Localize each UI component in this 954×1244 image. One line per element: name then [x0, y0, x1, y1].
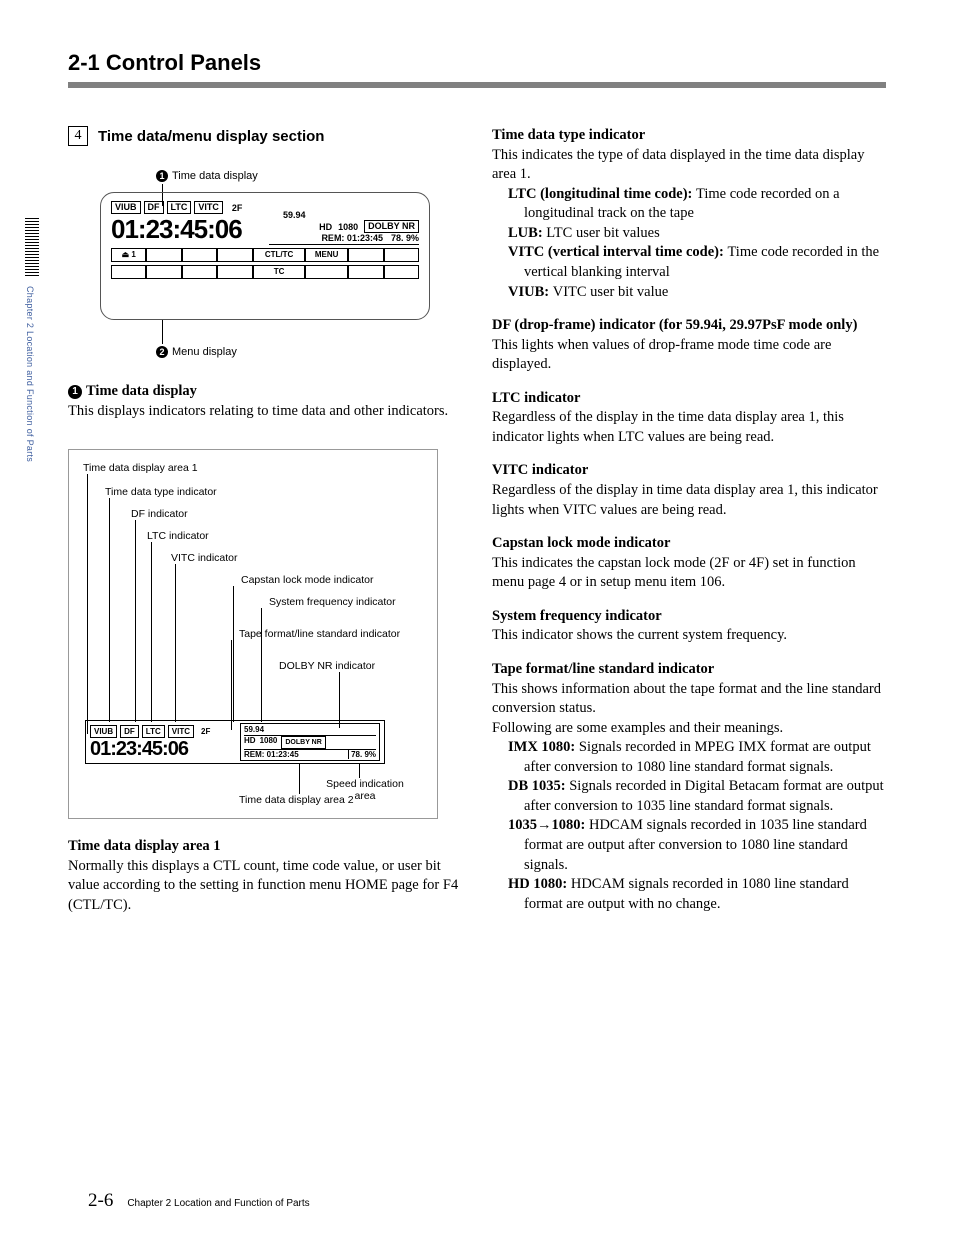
menu-row-2: TC: [111, 265, 419, 279]
vitc-heading: VITC indicator: [492, 461, 886, 481]
vitc-indicator: VITC: [194, 201, 223, 214]
dolby-indicator: DOLBY NR: [364, 220, 419, 233]
callout-leader-2: [162, 320, 163, 344]
tapefmt-heading: Tape format/line standard indicator: [492, 660, 886, 680]
item1-heading: 1Time data display: [68, 382, 462, 402]
df-body: This lights when values of drop-frame mo…: [492, 336, 886, 375]
def-hd: HD 1080: HDCAM signals recorded in 1080 …: [508, 875, 886, 914]
lines-label: 1080: [338, 222, 358, 232]
def-viub: VIUB: VITC user bit value: [508, 283, 886, 303]
df-indicator: DF: [144, 201, 164, 214]
small-lcd: VIUB DF LTC VITC 2F 01:23:45:06 59.94 HD…: [85, 720, 385, 764]
hd-label: HD: [319, 222, 332, 232]
def-db: DB 1035: Signals recorded in Digital Bet…: [508, 777, 886, 816]
section-heading: 4 Time data/menu display section: [68, 126, 462, 146]
diag-label-dolby: DOLBY NR indicator: [279, 660, 375, 672]
section-number-box: 4: [68, 126, 88, 146]
bullet-1-icon: 1: [156, 170, 168, 182]
def-vitc: VITC (vertical interval time code): Time…: [508, 243, 886, 282]
def-lub: LUB: LTC user bit values: [508, 224, 886, 244]
header-rule: [68, 82, 886, 88]
left-column: 4 Time data/menu display section 1Time d…: [68, 126, 462, 929]
sysfreq-heading: System frequency indicator: [492, 607, 886, 627]
diag-label-capstan: Capstan lock mode indicator: [241, 574, 374, 586]
left-bottom-heading: Time data display area 1: [68, 837, 462, 857]
timedatatype-intro: This indicates the type of data displaye…: [492, 146, 886, 185]
right-info-block: 59.94 HD 1080 DOLBY NR REM: 01:23:45 78.…: [269, 210, 419, 245]
menu-cell-menu: MENU: [305, 248, 348, 262]
timedatatype-heading: Time data type indicator: [492, 126, 886, 146]
callout-time-data-display: 1Time data display: [156, 170, 258, 182]
vitc-body: Regardless of the display in time data d…: [492, 481, 886, 520]
timecode-block: VIUB DF LTC VITC 2F 01:23:45:06: [111, 201, 242, 245]
freq-value: 59.94: [269, 210, 419, 220]
callout-menu-display: 2Menu display: [156, 346, 237, 358]
def-1035: 1035→1080: HDCAM signals recorded in 103…: [508, 816, 886, 875]
capstan-heading: Capstan lock mode indicator: [492, 534, 886, 554]
menu-cell-tc: TC: [253, 265, 305, 279]
tapefmt-intro2: Following are some examples and their me…: [492, 719, 886, 739]
section-title: Time data/menu display section: [98, 128, 324, 145]
rem-label: REM: 01:23:45: [321, 233, 383, 243]
menu-row-1: ⏏ 1 CTL/TC MENU: [111, 248, 419, 262]
page-number: 2-6: [88, 1190, 113, 1212]
ltc-heading: LTC indicator: [492, 389, 886, 409]
tapefmt-intro: This shows information about the tape fo…: [492, 680, 886, 719]
page-title: 2-1 Control Panels: [68, 50, 886, 76]
ltc-body: Regardless of the display in the time da…: [492, 408, 886, 447]
timecode-main: 01:23:45:06: [111, 214, 242, 245]
menu-cell-eject: ⏏ 1: [111, 248, 146, 262]
side-chapter-label: Chapter 2 Location and Function of Parts: [25, 286, 35, 462]
diag-label-vitc: VITC indicator: [171, 552, 238, 564]
capstan-value: 2F: [232, 203, 243, 213]
def-ltc: LTC (longitudinal time code): Time code …: [508, 185, 886, 224]
footer-chapter: Chapter 2 Location and Function of Parts: [127, 1198, 309, 1209]
ltc-indicator: LTC: [167, 201, 192, 214]
inline-bullet-1-icon: 1: [68, 385, 82, 399]
capstan-body: This indicates the capstan lock mode (2F…: [492, 554, 886, 593]
left-bottom-block: Time data display area 1 Normally this d…: [68, 837, 462, 915]
item1-body: This displays indicators relating to tim…: [68, 402, 462, 422]
df-heading: DF (drop-frame) indicator (for 59.94i, 2…: [492, 316, 886, 336]
menu-cell-ctl: CTL/TC: [253, 248, 305, 262]
page-footer: 2-6 Chapter 2 Location and Function of P…: [88, 1190, 310, 1212]
diag-label-df: DF indicator: [131, 508, 188, 520]
speed-label: 78. 9%: [391, 233, 419, 243]
left-bottom-body: Normally this displays a CTL count, time…: [68, 857, 462, 916]
diag-label-sysfreq: System frequency indicator: [269, 596, 396, 608]
diagram-2: Time data display area 1 Time data type …: [68, 449, 438, 819]
diag-label-area1: Time data display area 1: [83, 462, 198, 474]
diag-label-tapefmt: Tape format/line standard indicator: [239, 628, 400, 640]
diag-label-ltc: LTC indicator: [147, 530, 209, 542]
viub-indicator: VIUB: [111, 201, 141, 214]
right-column: Time data type indicator This indicates …: [492, 126, 886, 929]
bullet-2-icon: 2: [156, 346, 168, 358]
def-imx: IMX 1080: Signals recorded in MPEG IMX f…: [508, 738, 886, 777]
diag-label-area2: Time data display area 2: [239, 794, 354, 806]
sysfreq-body: This indicator shows the current system …: [492, 626, 886, 646]
diag-label-type: Time data type indicator: [105, 486, 217, 498]
side-hatch-decor: [25, 216, 39, 276]
side-tab: Chapter 2 Location and Function of Parts: [25, 216, 39, 462]
display-panel-1: VIUB DF LTC VITC 2F 01:23:45:06 59.94 HD…: [100, 192, 430, 320]
